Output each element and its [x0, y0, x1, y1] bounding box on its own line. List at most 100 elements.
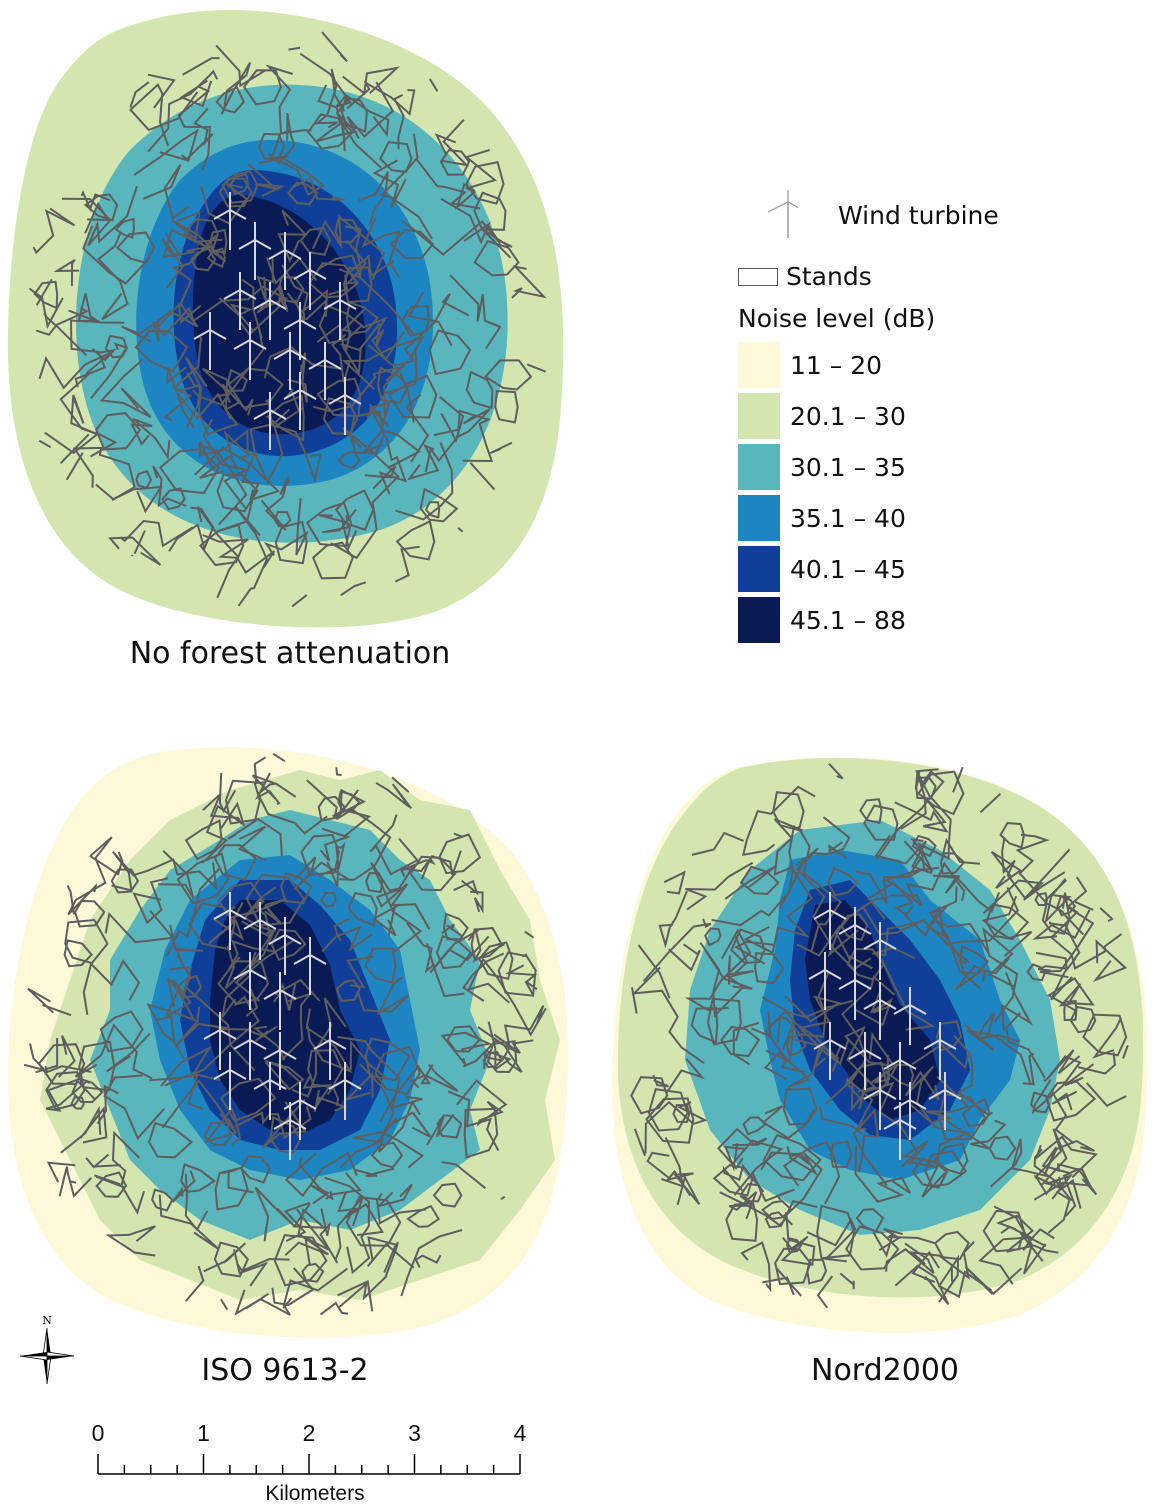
stand-boundary	[426, 1113, 455, 1146]
stand-boundary	[293, 856, 350, 891]
stand-polygon	[213, 844, 257, 881]
stand-boundary	[1033, 1168, 1092, 1217]
stand-boundary	[1046, 977, 1095, 1012]
stand-boundary	[99, 358, 152, 418]
stand-boundary	[283, 1202, 311, 1242]
stand-polygon	[99, 1010, 144, 1053]
stand-polygon	[389, 228, 435, 260]
stand-polygon	[774, 1247, 812, 1286]
legend-class-row: 11 – 20	[738, 342, 882, 388]
stand-polygon	[345, 1195, 402, 1247]
stand-boundary	[1015, 833, 1067, 903]
stand-boundary	[366, 401, 391, 432]
stand-boundary	[147, 73, 176, 109]
stand-boundary	[728, 1191, 758, 1220]
wind-turbine-icon	[263, 972, 297, 1030]
legend-stands-row: Stands	[738, 262, 872, 291]
stand-boundary	[201, 801, 246, 864]
legend-noise-title: Noise level (dB)	[738, 304, 936, 333]
stand-polygon	[463, 1107, 499, 1159]
legend-class-row: 30.1 – 35	[738, 444, 906, 490]
stand-polygon	[184, 819, 223, 861]
stand-boundary	[326, 1085, 340, 1107]
stand-polygon	[439, 149, 471, 176]
stand-polygon	[180, 1163, 216, 1193]
stand-boundary	[380, 133, 433, 240]
stand-boundary	[470, 890, 484, 914]
scale-tick-label: 0	[91, 1420, 105, 1446]
stand-boundary	[367, 1242, 415, 1269]
legend-class-label: 40.1 – 45	[790, 554, 906, 584]
wind-turbine-icon	[263, 1032, 297, 1090]
stand-boundary	[880, 958, 936, 1031]
stand-boundary	[218, 773, 237, 814]
stand-boundary	[982, 927, 1019, 1023]
stand-polygon	[158, 448, 221, 495]
stand-boundary	[265, 64, 312, 135]
stand-polygon	[189, 247, 217, 272]
stand-boundary	[182, 57, 220, 76]
stand-polygon	[395, 520, 436, 561]
stand-boundary	[979, 792, 1002, 814]
stand-boundary	[1074, 900, 1094, 911]
stand-boundary	[663, 870, 686, 895]
stand-polygon	[387, 374, 438, 419]
map-caption-iso: ISO 9613-2	[201, 1353, 369, 1388]
stand-polygon	[754, 952, 785, 985]
stand-boundary	[82, 959, 141, 1015]
stand-boundary	[405, 922, 436, 974]
stand-boundary	[691, 831, 744, 856]
stand-polygon	[206, 247, 226, 269]
stand-boundary	[335, 767, 342, 777]
stand-boundary	[129, 81, 150, 108]
stand-boundary	[349, 1039, 387, 1079]
stand-boundary	[316, 322, 362, 376]
stand-boundary	[978, 1225, 1035, 1285]
stand-boundary	[845, 1077, 874, 1130]
legend-class-row: 20.1 – 30	[738, 393, 906, 439]
stand-boundary	[194, 446, 281, 532]
stand-boundary	[121, 301, 199, 343]
stand-boundary	[828, 841, 848, 860]
stand-boundary	[317, 84, 390, 138]
stand-polygon	[104, 334, 128, 359]
wind-turbine-icon	[863, 982, 897, 1040]
scale-tick-label: 4	[513, 1420, 527, 1446]
stand-boundary	[318, 514, 358, 551]
stand-boundary	[989, 1138, 1049, 1188]
stand-boundary	[84, 201, 110, 234]
wind-turbine-icon	[223, 272, 257, 330]
stand-polygon	[273, 511, 292, 528]
stand-polygon	[630, 1076, 669, 1115]
stand-polygon	[216, 473, 259, 513]
stand-polygon	[1063, 1000, 1078, 1022]
stand-boundary	[901, 1140, 938, 1169]
stand-boundary	[668, 943, 701, 972]
stand-polygon	[337, 790, 361, 813]
stand-boundary	[469, 462, 496, 491]
stand-boundary	[1047, 1178, 1082, 1234]
stand-polygon	[374, 1045, 422, 1096]
stand-boundary	[993, 1205, 1047, 1275]
stand-polygon	[245, 873, 306, 927]
stand-polygon	[218, 177, 253, 208]
stand-boundary	[369, 814, 419, 876]
stand-polygon	[342, 266, 373, 304]
stand-boundary	[870, 1054, 898, 1085]
stand-boundary	[1034, 1128, 1068, 1187]
stand-boundary	[103, 1074, 165, 1141]
stand-polygon	[911, 1157, 949, 1189]
legend-class-swatch	[738, 444, 780, 490]
stand-polygon	[71, 1077, 104, 1104]
legend-class-label: 11 – 20	[790, 350, 883, 380]
stand-polygon	[274, 520, 308, 565]
stand-polygon	[312, 541, 354, 580]
stand-polygon	[761, 1200, 793, 1220]
stand-polygon	[221, 170, 259, 204]
stand-boundary	[199, 183, 248, 225]
stand-polygon	[227, 368, 248, 392]
stand-boundary	[976, 1012, 1021, 1043]
stand-boundary	[69, 1180, 77, 1184]
stand-polygon	[242, 69, 282, 106]
legend-class-swatch	[738, 597, 780, 643]
